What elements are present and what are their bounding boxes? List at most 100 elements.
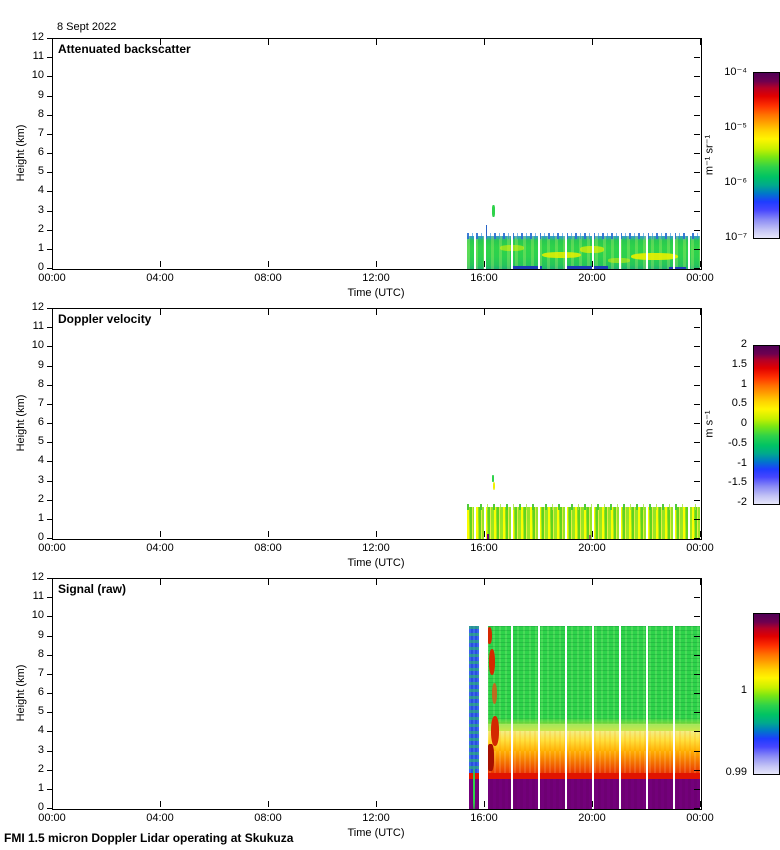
heatmap-region [473,768,476,809]
tick-mark [694,172,700,174]
tick-mark [694,442,700,444]
data-gap [687,309,690,539]
y-tick-label: 12 [31,31,44,43]
tick-mark [47,635,52,637]
tick-mark [47,403,52,405]
tick-mark [694,38,700,39]
tick-mark [47,229,52,231]
x-tick-label: 00:00 [686,272,714,284]
x-tick-label: 16:00 [470,812,498,824]
tick-mark [47,57,52,59]
tick-mark [694,365,700,367]
data-gap [619,39,621,269]
tick-mark [47,191,52,193]
tick-mark [47,308,52,309]
colorbar-tick-label: -1.5 [728,476,747,489]
tick-mark [376,801,377,807]
x-tick-label: 08:00 [254,272,282,284]
heatmap-region [467,232,700,239]
colorbar-tick-label: -0.5 [728,436,747,449]
x-tick-label: 12:00 [362,272,390,284]
heatmap-region [668,266,687,269]
data-gap [473,39,476,269]
colorbar-signal-raw [753,613,780,775]
y-tick-label: 4 [37,184,44,197]
data-gap [484,39,486,269]
tick-mark [694,518,700,520]
tick-mark [694,114,700,116]
y-tick-label: 10 [31,69,44,82]
x-tick-label: 00:00 [38,272,66,284]
tick-mark [52,309,53,315]
tick-mark [47,114,52,116]
tick-mark [694,654,700,656]
data-gap [619,579,621,809]
tick-mark [47,38,52,39]
data-gap [538,579,540,809]
tick-mark [694,597,700,599]
tick-mark [47,578,52,579]
colorbar-tick-label: 0.5 [731,397,747,410]
data-gap [565,579,567,809]
tick-mark [694,268,700,269]
heatmap-layer-signal-raw [53,579,701,809]
heatmap-region [469,625,700,724]
tick-mark [694,308,700,309]
tick-mark [47,210,52,212]
y-tick-label: 0 [37,531,44,543]
x-tick-label: 20:00 [578,812,606,824]
tick-mark [47,95,52,97]
tick-mark [694,616,700,618]
tick-mark [484,261,485,267]
y-tick-label: 6 [37,146,44,158]
tick-mark [268,39,269,45]
colorbar-tick-label: 1 [740,684,747,697]
tick-mark [47,769,52,771]
tick-mark [160,261,161,267]
tick-mark [47,133,52,135]
colorbar-tick-label: 2 [740,338,747,350]
colorbar-tick-label: 10⁻⁶ [724,176,747,189]
y-tick-label: 0 [37,261,44,273]
tick-mark [47,76,52,78]
colorbar-unit-label: m⁻¹ sr⁻¹ [703,134,716,175]
tick-mark [47,172,52,174]
tick-mark [700,261,701,267]
heatmap-region [492,474,494,483]
tick-mark [694,384,700,386]
y-tick-label: 11 [32,590,44,603]
tick-mark [47,616,52,618]
y-tick-label: 1 [37,781,44,794]
data-gap [511,579,513,809]
tick-mark [52,39,53,45]
tick-mark [694,346,700,348]
y-tick-label: 8 [37,377,44,390]
x-axis-label: Time (UTC) [347,287,405,299]
tick-mark [694,788,700,790]
tick-mark [694,461,700,463]
tick-mark [694,327,700,329]
tick-mark [694,538,700,539]
tick-mark [47,346,52,348]
tick-mark [592,39,593,45]
tick-mark [694,403,700,405]
tick-mark [47,788,52,790]
tick-mark [700,309,701,315]
heatmap-region [487,743,495,771]
y-tick-label: 10 [31,609,44,622]
heatmap-region [467,503,700,511]
data-gap [478,579,488,809]
heatmap-region [486,534,489,539]
tick-mark [592,261,593,267]
panel-box-backscatter [52,38,702,270]
heatmap-region [485,225,488,237]
tick-mark [268,579,269,585]
tick-mark [484,579,485,585]
heatmap-region [565,266,609,269]
tick-mark [694,153,700,154]
y-tick-label: 10 [31,339,44,352]
colorbar-tick-label: -1 [737,456,747,469]
heatmap-region [467,506,700,539]
y-tick-label: 2 [37,222,44,235]
